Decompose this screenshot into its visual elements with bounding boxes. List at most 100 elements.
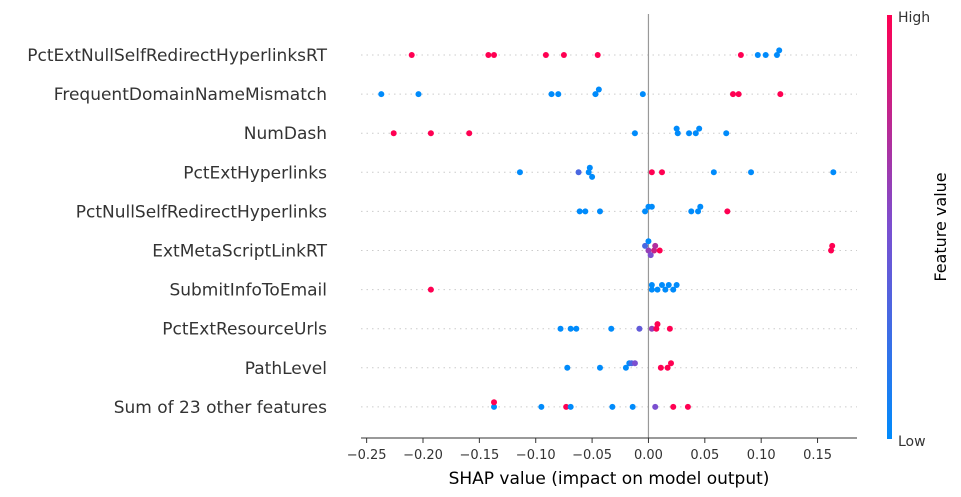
data-point: [491, 52, 498, 58]
data-point: [777, 91, 784, 98]
data-point: [491, 403, 498, 410]
feature-label: SubmitInfoToEmail: [169, 281, 327, 301]
data-point: [576, 208, 583, 215]
data-point: [491, 399, 498, 406]
x-tick-label: −0.05: [572, 448, 612, 463]
data-point: [631, 360, 638, 367]
data-point: [567, 325, 574, 332]
data-point: [668, 360, 674, 367]
data-point: [754, 52, 761, 58]
data-point: [636, 325, 643, 332]
data-point: [631, 130, 638, 137]
data-point: [653, 325, 660, 332]
data-point: [575, 169, 582, 176]
data-point: [673, 282, 680, 288]
data-point: [651, 247, 658, 254]
data-point: [648, 286, 655, 293]
data-point: [542, 52, 549, 58]
data-point: [697, 203, 704, 210]
data-point: [670, 286, 677, 293]
data-point: [639, 91, 646, 98]
data-point: [686, 130, 693, 137]
data-point: [648, 282, 655, 288]
data-point: [648, 203, 655, 210]
x-tick-label: −0.20: [403, 448, 443, 463]
data-point: [585, 169, 592, 176]
data-point: [596, 364, 603, 371]
data-point: [560, 52, 567, 58]
data-point: [652, 403, 659, 410]
data-point: [776, 47, 783, 54]
feature-label: PathLevel: [245, 359, 327, 379]
feature-label: PctExtNullSelfRedirectHyperlinksRT: [27, 46, 327, 66]
colorbar: High Low Feature value: [887, 10, 950, 450]
data-point: [670, 403, 677, 410]
feature-label: ExtMetaScriptLinkRT: [152, 242, 327, 262]
data-point: [730, 91, 736, 98]
data-point: [555, 91, 562, 98]
data-point: [595, 86, 602, 93]
data-point: [594, 52, 601, 58]
data-point: [737, 52, 744, 58]
x-axis-label: SHAP value (impact on model output): [449, 469, 770, 489]
x-tick-label: 0.15: [803, 448, 832, 463]
data-point: [684, 403, 691, 410]
data-point: [427, 286, 434, 293]
data-point: [828, 247, 835, 254]
data-point: [657, 364, 664, 371]
feature-label: Sum of 23 other features: [114, 398, 327, 418]
data-point: [629, 403, 636, 410]
data-point: [642, 242, 649, 249]
feature-label: NumDash: [244, 124, 327, 144]
data-point: [688, 208, 695, 215]
data-point: [548, 91, 555, 98]
data-point: [563, 403, 570, 410]
data-point: [557, 325, 564, 332]
data-point: [589, 173, 596, 180]
data-point: [645, 247, 652, 254]
data-point: [516, 169, 523, 176]
data-point: [762, 52, 769, 58]
data-point: [830, 169, 837, 176]
data-point: [415, 91, 422, 98]
data-point: [466, 130, 473, 137]
data-points: [378, 47, 837, 410]
data-point: [748, 169, 755, 176]
x-axis: −0.25 −0.20 −0.15 −0.10 −0.05 0.00 0.05 0.10 0.1…: [347, 437, 857, 463]
data-point: [673, 125, 680, 132]
data-point: [378, 91, 385, 98]
data-point: [654, 321, 661, 328]
colorbar-high-label: High: [898, 10, 930, 26]
data-point: [665, 282, 672, 288]
feature-rows: PctExtNullSelfRedirectHyperlinksRT Freque…: [27, 46, 857, 418]
data-point: [648, 169, 655, 176]
data-point: [538, 403, 545, 410]
data-point: [656, 247, 663, 254]
x-tick-label: −0.25: [347, 448, 387, 463]
data-point: [573, 325, 580, 332]
colorbar-title: Feature value: [931, 172, 950, 281]
data-point: [664, 364, 671, 371]
data-point: [692, 130, 699, 137]
x-tick-label: 0.00: [634, 448, 663, 463]
data-point: [652, 242, 659, 249]
data-point: [695, 208, 702, 215]
data-point: [408, 52, 415, 58]
data-point: [427, 130, 434, 137]
data-point: [710, 169, 717, 176]
data-point: [696, 125, 703, 132]
data-point: [648, 325, 655, 332]
data-point: [666, 325, 673, 332]
data-point: [723, 130, 730, 137]
data-point: [735, 91, 742, 98]
data-point: [662, 286, 669, 293]
colorbar-low-label: Low: [898, 434, 926, 450]
data-point: [773, 52, 780, 58]
data-point: [658, 282, 665, 288]
data-point: [829, 242, 836, 249]
feature-label: PctNullSelfRedirectHyperlinks: [76, 202, 327, 222]
data-point: [724, 208, 731, 215]
data-point: [622, 364, 629, 371]
data-point: [485, 52, 492, 58]
